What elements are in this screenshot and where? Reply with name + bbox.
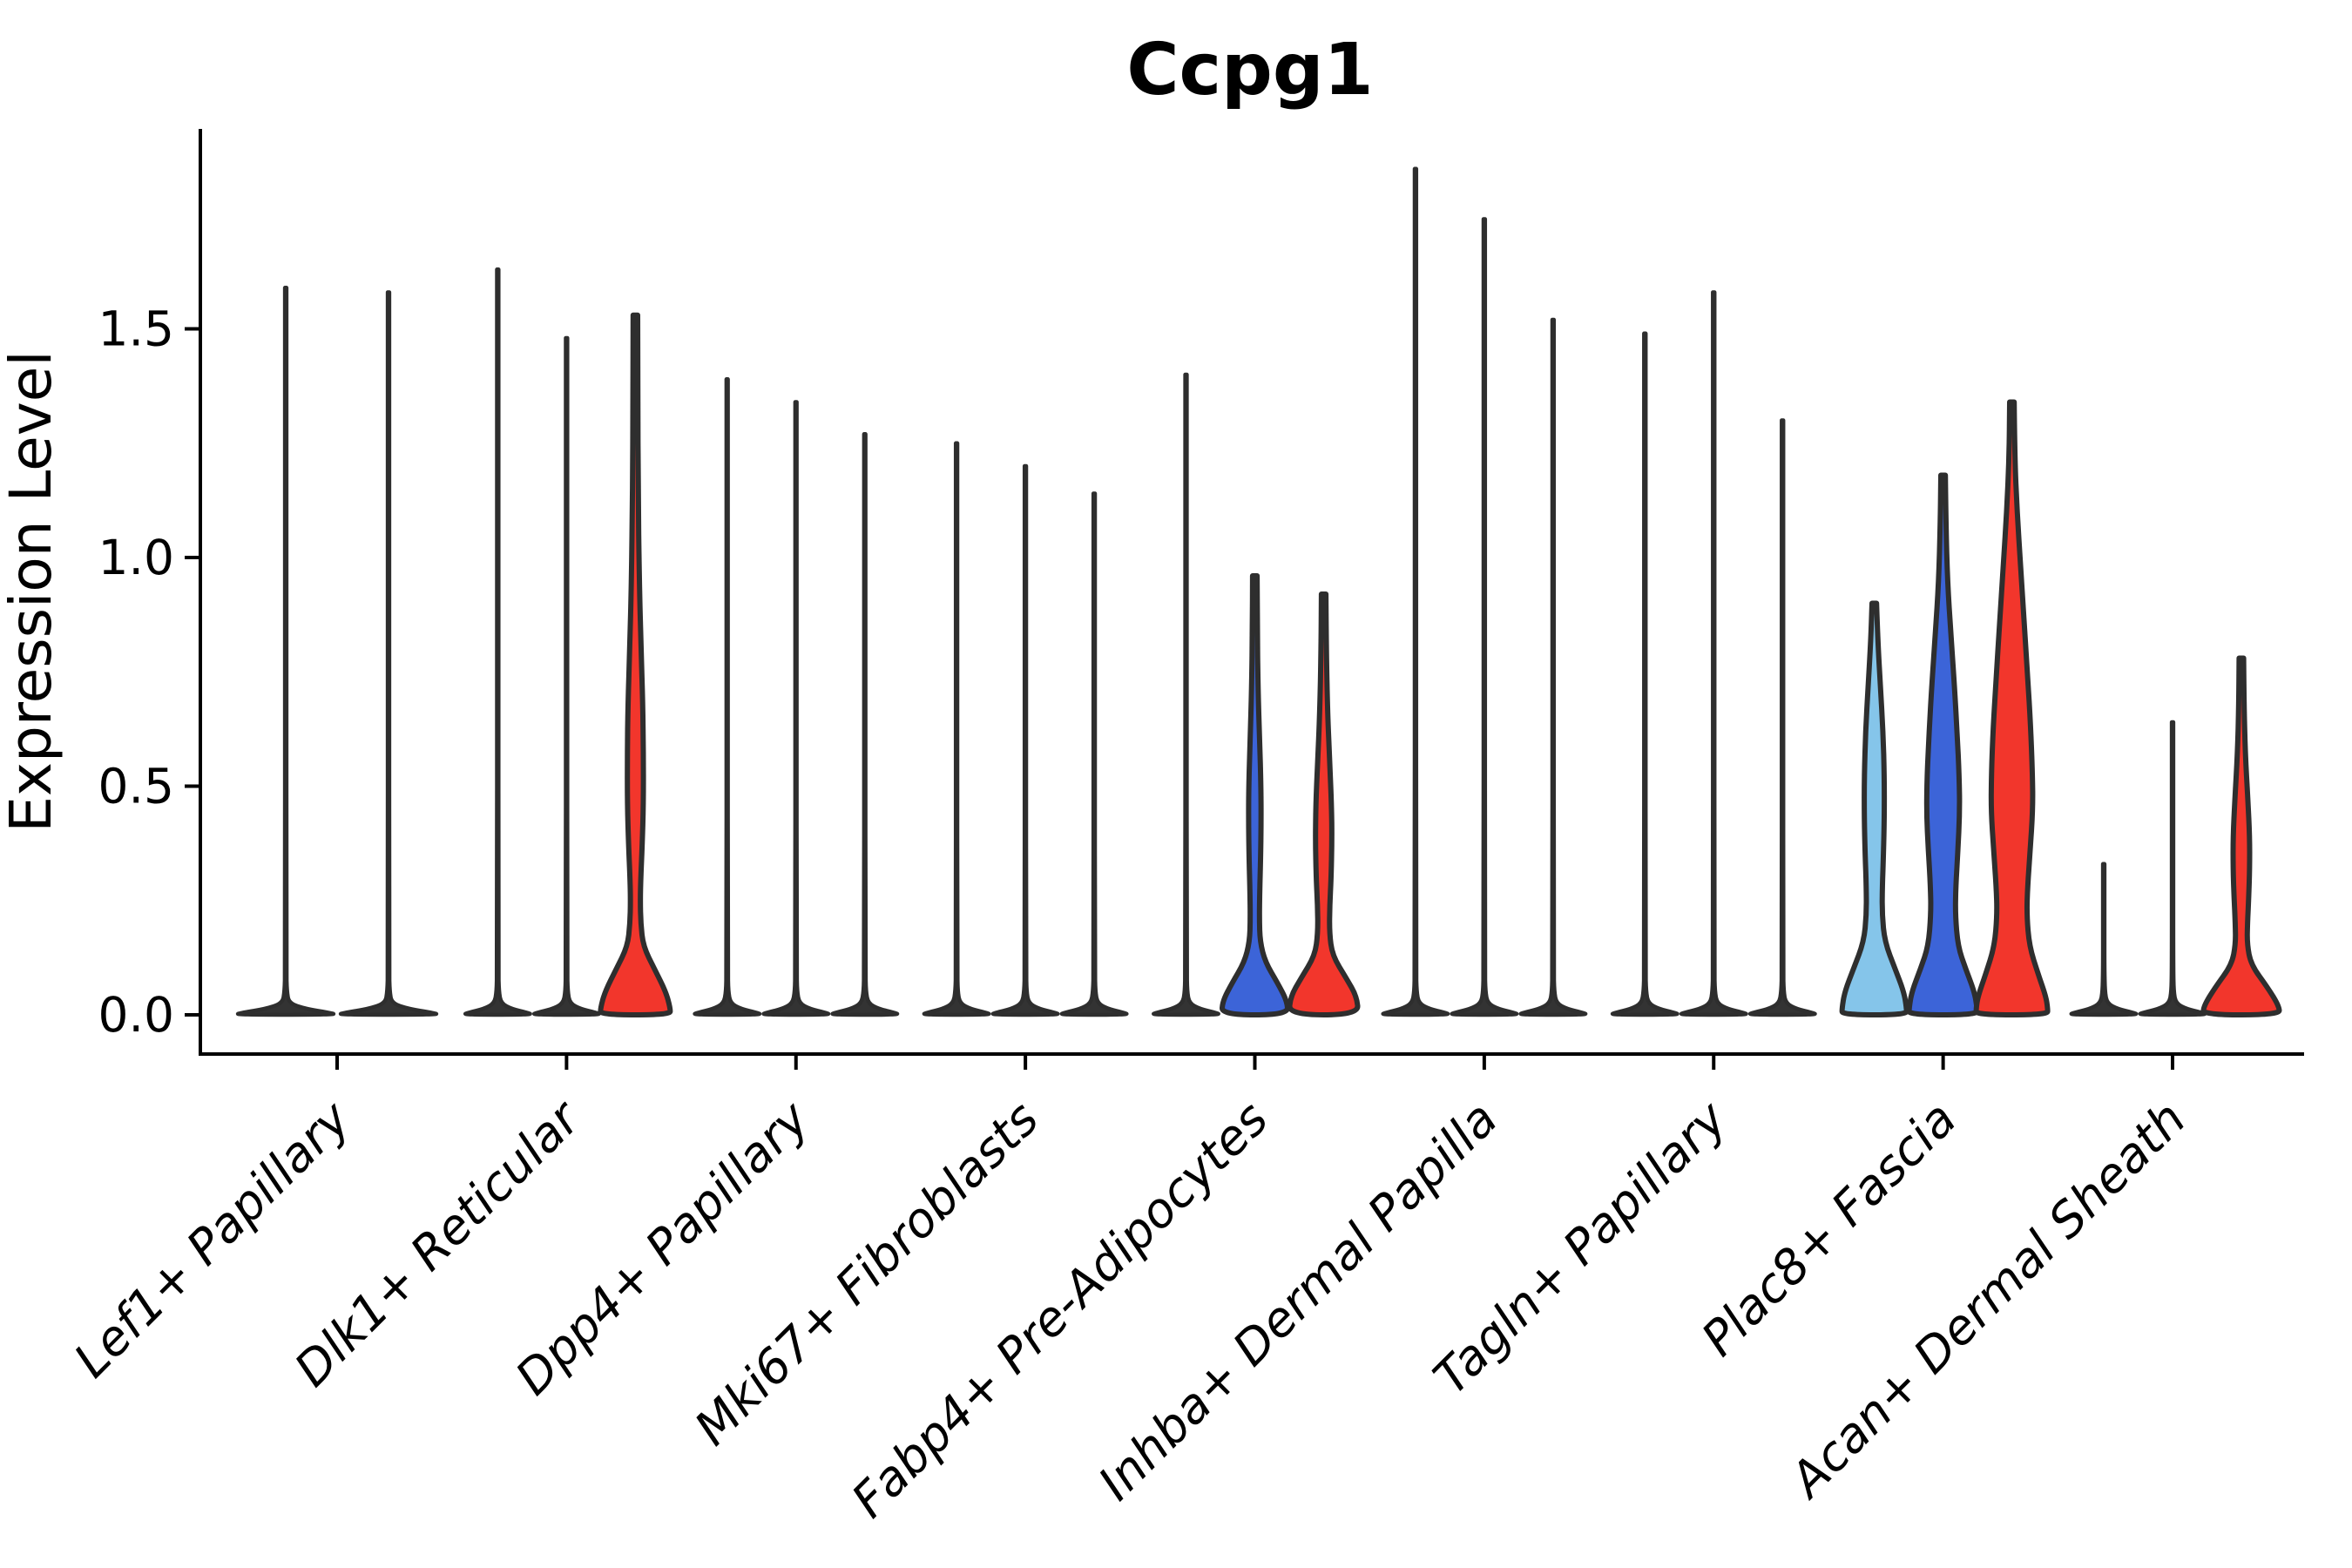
violin-Acan-Dermal-Sheath-light_blue xyxy=(2069,862,2139,1017)
violin-Tagln-Papillary-light_blue xyxy=(1610,331,1680,1017)
violin-Fabp4-Pre-Adipocytes-light_blue xyxy=(1152,372,1220,1017)
violin-Inhba-Dermal-Papilla-red xyxy=(1518,317,1588,1017)
y-tick-label: 1.5 xyxy=(98,301,174,357)
violin-Inhba-Dermal-Papilla-blue xyxy=(1450,217,1519,1017)
violin-Tagln-Papillary-red xyxy=(1747,418,1817,1017)
x-tick-label: Acan+ Dermal Sheath xyxy=(1778,1091,2197,1510)
violin-Lef1-Papillary-unknown xyxy=(339,290,438,1017)
violin-Acan-Dermal-Sheath-blue xyxy=(2138,720,2207,1017)
chart-title: Ccpg1 xyxy=(1126,29,1373,112)
violin-Dpp4-Papillary-light_blue xyxy=(693,377,762,1017)
violin-Dpp4-Papillary-red xyxy=(830,432,900,1017)
violin-Dlk1-Reticular-light_blue xyxy=(463,267,532,1017)
violin-Acan-Dermal-Sheath-red xyxy=(2200,655,2282,1017)
y-tick-label: 0.5 xyxy=(98,759,174,814)
violin-Inhba-Dermal-Papilla-light_blue xyxy=(1381,166,1450,1017)
violin-Fabp4-Pre-Adipocytes-blue xyxy=(1220,573,1290,1017)
violin-Plac8-Fascia-light_blue xyxy=(1839,600,1909,1017)
violin-Dpp4-Papillary-blue xyxy=(761,400,831,1017)
x-tick-label: Inhba+ Dermal Papilla xyxy=(1088,1091,1508,1511)
x-tick-label: Fabp4+ Pre-Adipocytes xyxy=(841,1091,1278,1528)
violin-Dlk1-Reticular-blue xyxy=(532,335,601,1017)
violin-series xyxy=(236,166,2282,1017)
violin-Dlk1-Reticular-red xyxy=(598,312,673,1017)
y-axis-ticks: 0.0 0.5 1.0 1.5 xyxy=(98,301,200,1043)
y-tick-label: 0.0 xyxy=(98,987,174,1043)
violin-Plac8-Fascia-blue xyxy=(1906,472,1980,1017)
violin-Tagln-Papillary-blue xyxy=(1679,290,1748,1017)
violin-Lef1-Papillary-unknown xyxy=(236,286,335,1017)
violin-Plac8-Fascia-red xyxy=(1973,399,2051,1017)
violin-Mki67-Fibroblasts-light_blue xyxy=(922,441,991,1017)
y-tick-label: 1.0 xyxy=(98,530,174,585)
violin-Mki67-Fibroblasts-blue xyxy=(990,463,1060,1017)
violin-Mki67-Fibroblasts-red xyxy=(1059,491,1129,1017)
y-axis-label: Expression Level xyxy=(0,350,64,832)
violin-Fabp4-Pre-Adipocytes-red xyxy=(1287,591,1361,1017)
